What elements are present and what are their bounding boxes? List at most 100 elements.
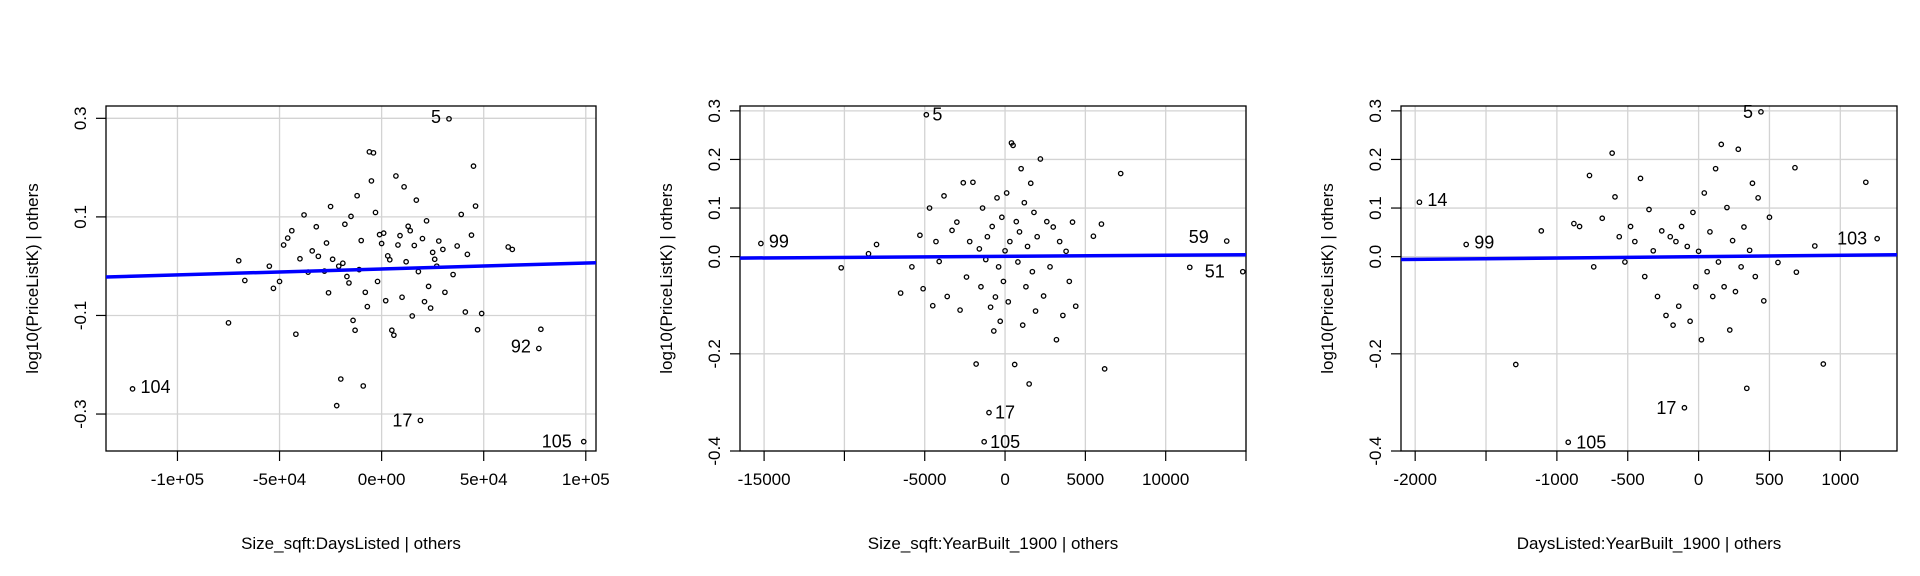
plot-frame: [1400, 105, 1898, 452]
data-point: [1018, 165, 1024, 172]
data-point: [337, 376, 344, 382]
data-point: [998, 214, 1005, 221]
point-label: 51: [1205, 262, 1225, 282]
data-point: [458, 211, 465, 218]
data-point: [1043, 218, 1050, 225]
data-point: [1766, 214, 1773, 221]
data-point: [1599, 215, 1606, 222]
data-point: [1576, 223, 1583, 230]
data-point: [1820, 361, 1827, 367]
data-point: [865, 250, 872, 257]
data-point: [1690, 209, 1696, 216]
data-point: [984, 233, 991, 240]
data-point: [909, 263, 915, 270]
y-tick-label: 0.1: [1366, 196, 1385, 220]
data-point: [976, 246, 983, 252]
data-point: [1003, 190, 1010, 196]
data-point: [421, 298, 428, 305]
data-point: [1609, 150, 1616, 156]
y-tick-label: -0.2: [705, 339, 724, 368]
data-point: [415, 268, 422, 275]
data-point: [462, 309, 469, 315]
data-point: [1792, 164, 1798, 171]
data-point: [333, 402, 340, 409]
x-tick-label: -1e+05: [151, 470, 204, 489]
data-point: [374, 278, 381, 285]
x-tick-label: 0: [1000, 470, 1009, 489]
x-tick-label: 1e+05: [562, 470, 610, 489]
x-axis-title: DaysListed:YearBuilt_1900 | others: [1517, 534, 1782, 553]
data-point: [1695, 248, 1702, 255]
data-point: [1069, 219, 1076, 225]
y-tick-label: 0.3: [71, 107, 90, 131]
data-point: [1616, 233, 1623, 240]
data-point: [419, 235, 426, 242]
data-point: [1047, 263, 1053, 270]
data-point: [920, 285, 926, 292]
data-point: [1622, 259, 1628, 265]
data-point: [994, 194, 1000, 201]
data-point: [1101, 366, 1108, 372]
data-point: [1050, 224, 1057, 230]
point-label: 17: [995, 403, 1015, 423]
data-point: [478, 310, 485, 317]
data-point: [411, 242, 418, 249]
data-point: [1687, 318, 1693, 325]
data-point: [397, 232, 403, 239]
data-point: [933, 238, 939, 245]
data-point: [454, 243, 461, 249]
data-point: [838, 264, 845, 271]
data-point: [1186, 264, 1193, 271]
data-point: [987, 304, 994, 311]
data-point: [393, 173, 399, 179]
y-tick-label: -0.1: [71, 301, 90, 330]
data-point: [941, 193, 947, 199]
data-point: [1072, 303, 1079, 310]
data-point: [325, 289, 332, 296]
x-tick-label: -500: [1611, 470, 1645, 489]
data-point: [425, 283, 432, 290]
data-point: [348, 213, 354, 220]
data-point: [235, 257, 242, 264]
data-point: [1612, 194, 1618, 200]
data-point: [427, 305, 434, 311]
data-point: [323, 240, 330, 246]
x-tick-label: -5000: [903, 470, 946, 489]
data-point: [297, 255, 303, 262]
data-point: [1684, 243, 1691, 250]
data-point: [1586, 172, 1593, 179]
data-point: [1735, 146, 1742, 153]
data-point: [1675, 303, 1682, 310]
data-point: [380, 230, 387, 237]
data-point: [1053, 336, 1060, 343]
data-point: [1016, 229, 1023, 235]
data-point: [1721, 283, 1727, 290]
data-point: [301, 212, 307, 218]
x-tick-label: -5e+04: [253, 470, 306, 489]
data-point: [352, 327, 358, 334]
data-point: [474, 326, 481, 333]
y-axis-title: log10(PriceListK) | others: [1318, 183, 1337, 374]
data-point: [949, 227, 955, 234]
data-point: [382, 297, 389, 304]
data-point: [1741, 224, 1747, 230]
data-point: [1023, 283, 1029, 290]
x-axis-title: Size_sqft:YearBuilt_1900 | others: [868, 534, 1118, 553]
data-point: [990, 328, 997, 334]
data-point: [413, 197, 420, 203]
data-point: [1793, 269, 1800, 276]
data-point: [1063, 248, 1069, 255]
plot-panel-3: -2000 -1000 -500 0 500 1000 -0.4 -0.2 0.0 0.1 0.2 0…: [1318, 99, 1898, 553]
data-point: [1760, 298, 1767, 304]
data-point: [342, 221, 348, 228]
plot-frame: [739, 105, 1247, 452]
data-point: [1637, 175, 1644, 182]
data-point: [981, 438, 988, 445]
data-point: [580, 438, 587, 445]
data-point: [358, 237, 365, 244]
data-point: [1223, 238, 1230, 244]
x-axis-title: Size_sqft:DaysListed | others: [241, 534, 461, 553]
data-point: [386, 256, 393, 263]
data-point: [309, 248, 316, 254]
